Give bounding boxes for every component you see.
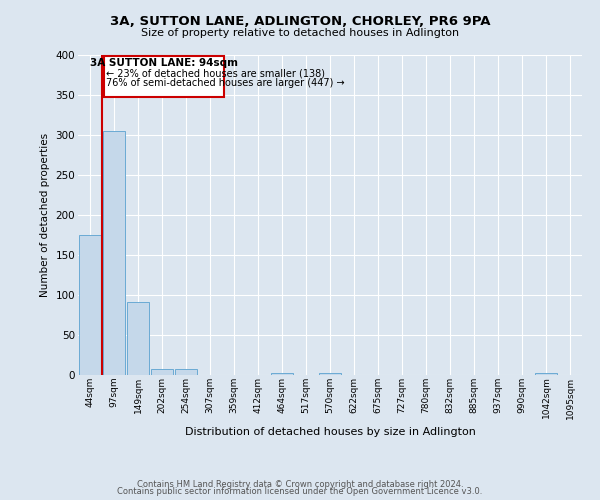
Text: 76% of semi-detached houses are larger (447) →: 76% of semi-detached houses are larger (… — [106, 78, 345, 88]
X-axis label: Distribution of detached houses by size in Adlington: Distribution of detached houses by size … — [185, 427, 475, 437]
Bar — [79, 235, 101, 375]
Bar — [103, 131, 125, 375]
FancyBboxPatch shape — [104, 56, 224, 96]
Text: Contains HM Land Registry data © Crown copyright and database right 2024.: Contains HM Land Registry data © Crown c… — [137, 480, 463, 489]
Text: 3A, SUTTON LANE, ADLINGTON, CHORLEY, PR6 9PA: 3A, SUTTON LANE, ADLINGTON, CHORLEY, PR6… — [110, 15, 490, 28]
Y-axis label: Number of detached properties: Number of detached properties — [40, 133, 50, 297]
Text: Size of property relative to detached houses in Adlington: Size of property relative to detached ho… — [141, 28, 459, 38]
Bar — [151, 368, 173, 375]
Text: Contains public sector information licensed under the Open Government Licence v3: Contains public sector information licen… — [118, 487, 482, 496]
Bar — [319, 374, 341, 375]
Bar — [271, 374, 293, 375]
Bar — [127, 302, 149, 375]
Bar — [175, 368, 197, 375]
Text: ← 23% of detached houses are smaller (138): ← 23% of detached houses are smaller (13… — [106, 68, 325, 78]
Text: 3A SUTTON LANE: 94sqm: 3A SUTTON LANE: 94sqm — [90, 58, 238, 68]
Bar — [535, 374, 557, 375]
